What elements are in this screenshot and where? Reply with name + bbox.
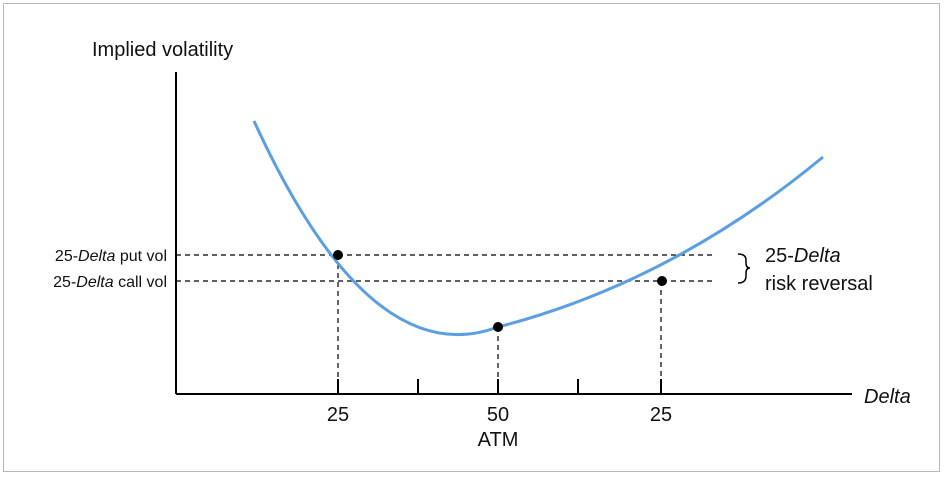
y-axis-label: Implied volatility [92,39,233,61]
x-axis-label: Delta [864,386,911,408]
put-vol-point [333,250,343,260]
risk-reversal-label-line2: risk reversal [765,273,873,295]
x-tick-label-1: 25 [327,404,349,426]
x-tick-label-5: 25 [650,404,672,426]
x-tick-sublabel-3: ATM [478,429,519,451]
smile-curve [252,120,824,337]
call-vol-point [657,276,667,286]
put-vol-label: 25-Delta put vol [55,248,167,265]
call-vol-label: 25-Delta call vol [53,274,167,291]
x-tick-label-3: 50 [487,404,509,426]
atm-point [493,322,503,332]
brace-icon [737,253,751,284]
risk-reversal-label-line1: 25-Delta [765,245,841,267]
